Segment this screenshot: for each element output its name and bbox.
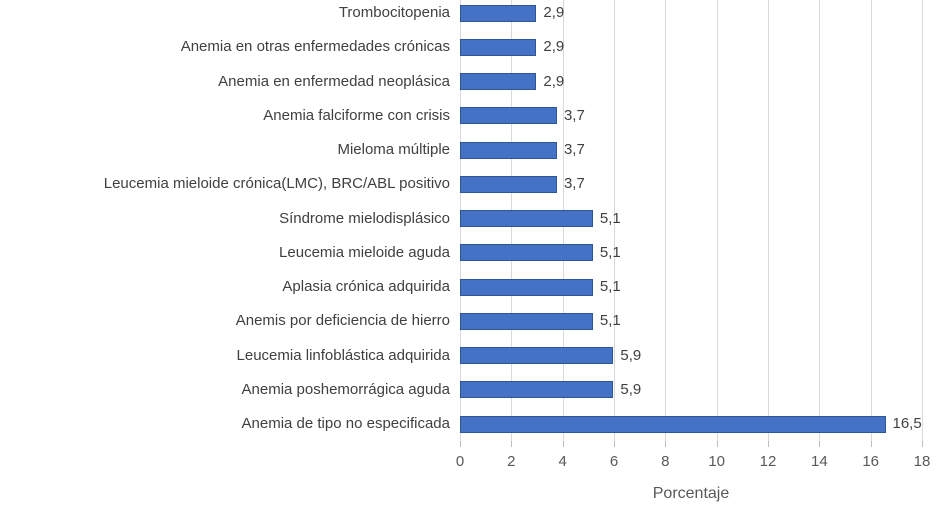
bar-0 — [460, 4, 537, 22]
value-label-5: 3,7 — [563, 175, 585, 193]
category-label-3: Anemia falciforme con crisis — [263, 106, 450, 124]
value-label-3: 3,7 — [563, 106, 585, 124]
value-label-6: 5,1 — [599, 209, 621, 227]
plot-area: 2,9 2,9 2,9 3,7 3,7 3,7 5,1 5,1 5,1 5,1 5,9 5,9 16,5 — [460, 0, 923, 441]
x-axis-title: Porcentaje — [652, 485, 730, 502]
bar-10 — [460, 347, 614, 364]
tick-mark-x-4 — [562, 441, 564, 447]
x-tick-label-12: 12 — [759, 453, 777, 470]
value-label-7: 5,1 — [599, 243, 621, 261]
value-label-1: 2,9 — [543, 38, 565, 56]
tick-mark-x-10 — [716, 441, 718, 447]
x-tick-label-18: 18 — [913, 453, 931, 470]
value-label-0: 2,9 — [543, 4, 565, 21]
value-label-9: 5,1 — [599, 312, 621, 330]
x-tick-label-0: 0 — [455, 453, 465, 470]
bar-12 — [460, 415, 886, 433]
tick-mark-x-2 — [511, 441, 513, 447]
tick-mark-x-14 — [819, 441, 821, 447]
gridline-x-10 — [716, 0, 718, 441]
bar-1 — [460, 38, 537, 56]
category-label-10: Leucemia linfoblástica adquirida — [236, 346, 450, 364]
x-tick-label-10: 10 — [708, 453, 725, 470]
value-label-11: 5,9 — [620, 380, 642, 398]
gridline-x-16 — [870, 0, 872, 441]
value-label-12: 16,5 — [892, 415, 922, 432]
x-tick-label-8: 8 — [661, 453, 670, 470]
gridline-x-12 — [768, 0, 769, 441]
bar-2 — [460, 73, 537, 90]
tick-mark-x-12 — [768, 441, 769, 447]
bar-9 — [460, 312, 593, 330]
x-tick-label-6: 6 — [609, 453, 619, 470]
value-label-10: 5,9 — [620, 346, 642, 364]
value-label-2: 2,9 — [543, 72, 565, 90]
category-label-7: Leucemia mieloide aguda — [279, 243, 450, 261]
category-label-6: Síndrome mielodisplásico — [279, 209, 450, 227]
category-label-9: Anemis por deficiencia de hierro — [235, 312, 450, 330]
tick-mark-x-16 — [870, 441, 872, 447]
category-axis-labels: Trombocitopenia Anemia en otras enfermeda… — [0, 0, 450, 441]
bar-5 — [460, 175, 557, 193]
category-label-12: Anemia de tipo no especificada — [241, 415, 450, 432]
gridline-x-8 — [665, 0, 667, 441]
category-label-11: Anemia poshemorrágica aguda — [241, 380, 450, 398]
bar-8 — [460, 278, 593, 296]
category-label-8: Aplasia crónica adquirida — [282, 278, 450, 295]
value-label-8: 5,1 — [599, 278, 621, 295]
category-label-5: Leucemia mieloide crónica(LMC), BRC/ABL … — [103, 175, 450, 193]
x-tick-label-4: 4 — [558, 453, 567, 470]
gridline-x-18 — [922, 0, 923, 441]
tick-mark-x-8 — [665, 441, 667, 447]
x-tick-label-14: 14 — [810, 453, 828, 470]
value-label-4: 3,7 — [563, 141, 585, 158]
x-tick-label-16: 16 — [862, 453, 879, 470]
tick-mark-x-0 — [460, 441, 461, 447]
gridline-x-6 — [614, 0, 615, 441]
bar-3 — [460, 107, 557, 125]
gridline-x-14 — [819, 0, 821, 441]
bar-7 — [460, 244, 593, 262]
category-label-4: Mieloma múltiple — [337, 141, 450, 158]
tick-mark-x-6 — [614, 441, 615, 447]
category-label-2: Anemia en enfermedad neoplásica — [218, 72, 450, 90]
category-label-1: Anemia en otras enfermedades crónicas — [180, 38, 450, 56]
bar-6 — [460, 210, 593, 227]
bar-11 — [460, 381, 614, 399]
category-label-0: Trombocitopenia — [338, 4, 450, 21]
tick-mark-x-18 — [922, 441, 923, 447]
x-tick-label-2: 2 — [507, 453, 516, 470]
bar-4 — [460, 141, 557, 159]
